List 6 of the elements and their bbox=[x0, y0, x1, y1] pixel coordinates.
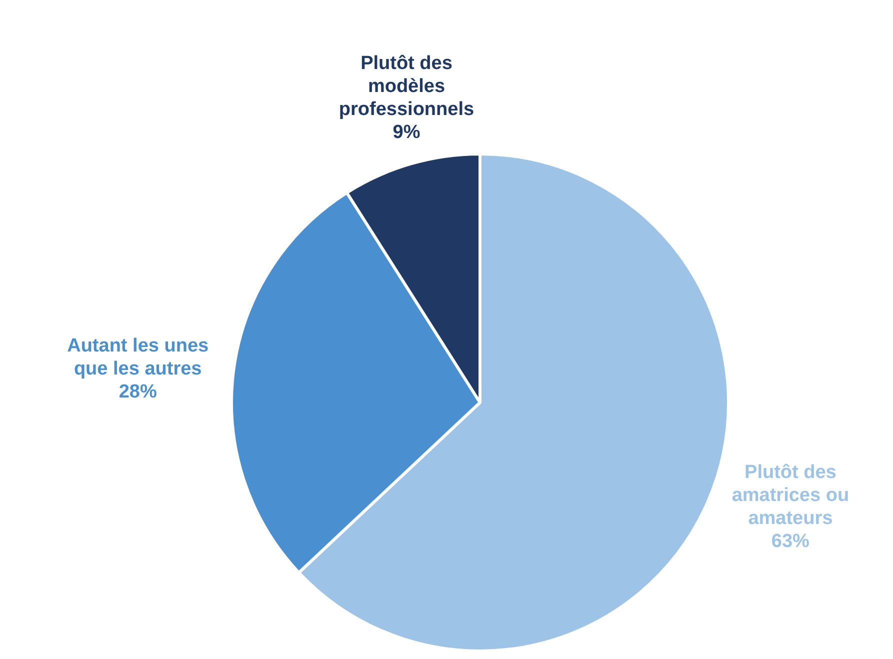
data-label: 9% bbox=[392, 122, 420, 144]
data-label: 28% bbox=[118, 382, 157, 403]
data-label: 63% bbox=[771, 530, 810, 552]
slice-label: Plutôt des modèles professionnels bbox=[338, 53, 474, 120]
slice-label: Autant les unes que les autres bbox=[67, 336, 209, 380]
slice-label: Plutôt des amatrices ou amateurs bbox=[732, 462, 850, 529]
